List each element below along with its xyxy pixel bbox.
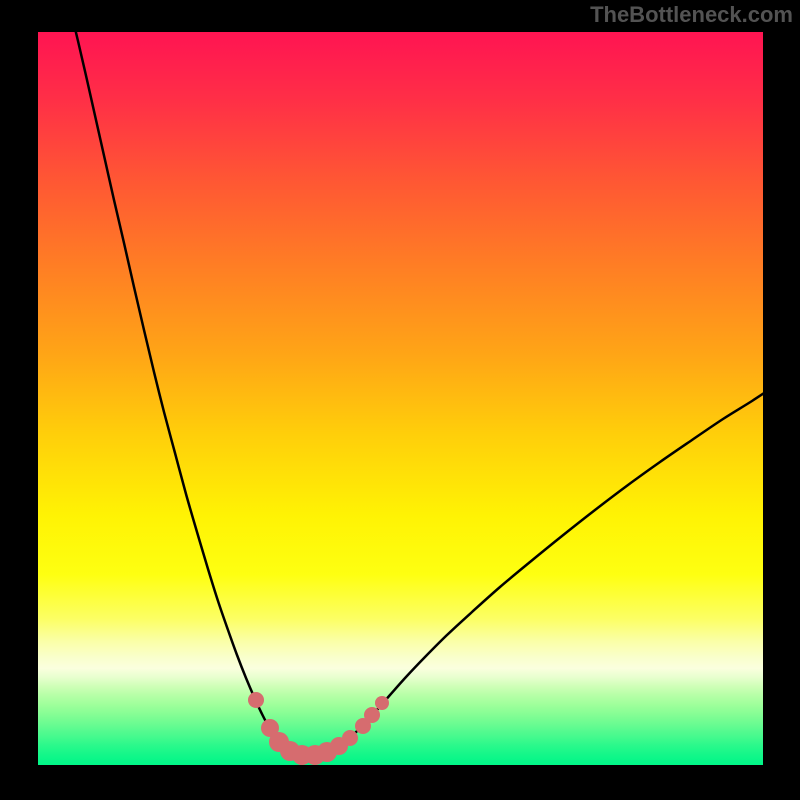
gradient-background: [38, 32, 763, 765]
curve-marker: [248, 692, 264, 708]
curve-marker: [364, 707, 380, 723]
curve-marker: [342, 730, 358, 746]
watermark-label: TheBottleneck.com: [590, 2, 793, 27]
bottleneck-chart: TheBottleneck.com: [0, 0, 800, 800]
plot-area: [38, 8, 800, 765]
curve-marker: [375, 696, 389, 710]
